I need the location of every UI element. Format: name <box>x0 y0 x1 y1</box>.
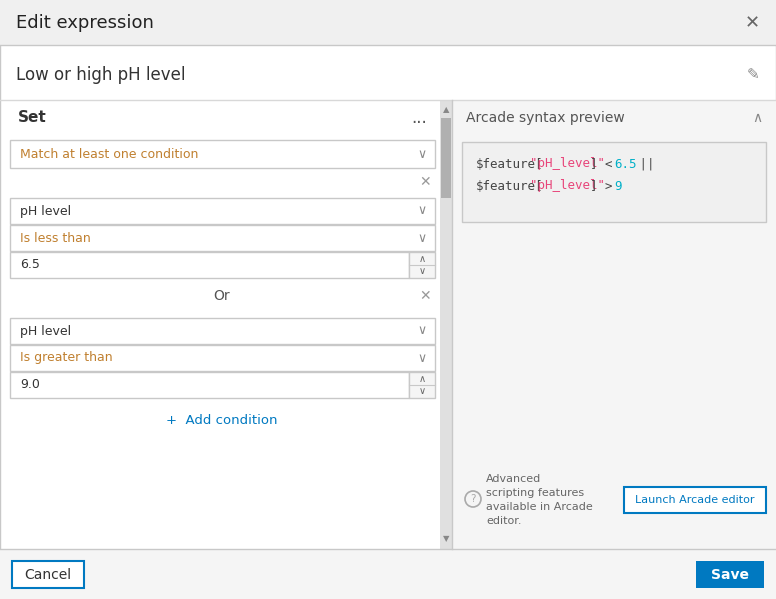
Bar <box>0 0 776 45</box>
Bar <box>10 372 409 398</box>
Bar <box>462 142 766 222</box>
Text: ∨: ∨ <box>417 352 427 365</box>
Bar <box>0 549 776 599</box>
Text: pH level: pH level <box>20 325 71 337</box>
Text: Is less than: Is less than <box>20 231 91 244</box>
Bar <box>10 198 435 224</box>
Text: ∨: ∨ <box>418 266 425 276</box>
Text: Match at least one condition: Match at least one condition <box>20 147 199 161</box>
Text: ▲: ▲ <box>443 105 449 114</box>
Bar <box>624 487 766 513</box>
Text: ∨: ∨ <box>417 204 427 217</box>
Bar <box>10 318 435 344</box>
Text: ||: || <box>632 158 654 171</box>
Text: Low or high pH level: Low or high pH level <box>16 66 185 84</box>
Text: ∨: ∨ <box>417 147 427 161</box>
Text: ∨: ∨ <box>417 231 427 244</box>
Text: pH level: pH level <box>20 204 71 217</box>
Text: Or: Or <box>213 289 230 303</box>
Text: ✎: ✎ <box>747 68 760 83</box>
Bar <box>452 100 776 549</box>
Text: ] >: ] > <box>590 180 620 192</box>
Bar <box>12 561 84 588</box>
Text: Advanced
scripting features
available in Arcade
editor.: Advanced scripting features available in… <box>486 474 593 526</box>
Bar <box>10 225 435 251</box>
Text: $feature[: $feature[ <box>476 158 543 171</box>
Text: ✕: ✕ <box>744 14 760 32</box>
Text: Arcade syntax preview: Arcade syntax preview <box>466 111 625 125</box>
Text: Is greater than: Is greater than <box>20 352 113 365</box>
Text: Save: Save <box>711 568 749 582</box>
Bar <box>10 252 409 278</box>
Text: ∧: ∧ <box>418 374 425 384</box>
Text: $feature[: $feature[ <box>476 180 543 192</box>
Text: 9: 9 <box>614 180 622 192</box>
Text: ] <: ] < <box>590 158 620 171</box>
Text: +  Add condition: + Add condition <box>166 413 278 426</box>
Text: ∧: ∧ <box>418 254 425 264</box>
Text: "pH_level": "pH_level" <box>530 180 605 192</box>
Bar <box>10 140 435 168</box>
Bar <box>440 100 452 549</box>
Bar <box>409 252 435 278</box>
Text: Launch Arcade editor: Launch Arcade editor <box>636 495 755 505</box>
Bar <box>441 118 451 198</box>
Text: ...: ... <box>411 109 427 127</box>
Text: 6.5: 6.5 <box>614 158 636 171</box>
Text: ✕: ✕ <box>419 289 431 303</box>
Text: ?: ? <box>470 494 476 504</box>
Text: ✕: ✕ <box>419 175 431 189</box>
Text: Set: Set <box>18 110 47 126</box>
Text: "pH_level": "pH_level" <box>530 158 605 171</box>
Text: ∨: ∨ <box>417 325 427 337</box>
Text: ∨: ∨ <box>418 386 425 396</box>
Text: 6.5: 6.5 <box>20 259 40 271</box>
Text: 9.0: 9.0 <box>20 379 40 392</box>
Bar <box>696 561 764 588</box>
Bar <box>409 372 435 398</box>
Text: Cancel: Cancel <box>24 568 71 582</box>
Bar <box>10 345 435 371</box>
Text: Edit expression: Edit expression <box>16 14 154 32</box>
Text: ▼: ▼ <box>443 534 449 543</box>
Text: ∧: ∧ <box>752 111 762 125</box>
